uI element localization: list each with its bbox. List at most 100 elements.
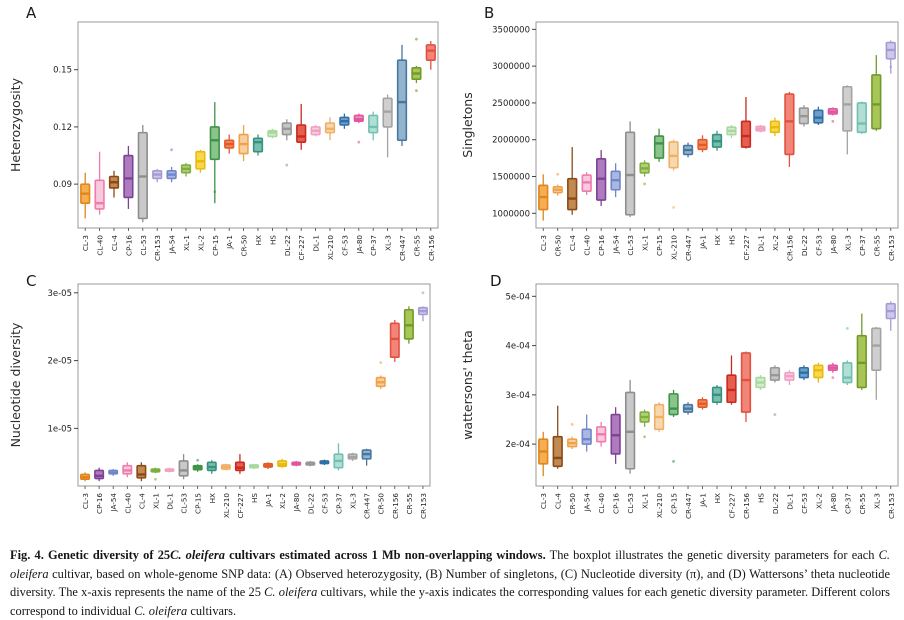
- boxplot-box-HS: HS: [755, 375, 766, 503]
- x-tick-label: CP-16: [597, 235, 606, 256]
- boxplot-box-CR-50: CR-50: [238, 125, 249, 256]
- boxplot-box-CF-53: CF-53: [798, 365, 810, 514]
- x-tick-label: XL-2: [278, 493, 287, 509]
- x-tick-label: CP-16: [612, 493, 621, 514]
- x-tick-label: XL-3: [384, 235, 393, 251]
- outlier-point: [773, 413, 777, 416]
- y-tick-label: 0.15: [53, 66, 72, 76]
- boxplot-box-HS: HS: [248, 464, 260, 503]
- boxplot-box-CR-447: CR-447: [682, 402, 694, 519]
- boxplot-box-CP-15: CP-15: [668, 389, 679, 514]
- x-tick-label: CR-447: [398, 235, 407, 261]
- panel-letter: A: [26, 4, 37, 22]
- x-tick-label: HX: [254, 235, 263, 245]
- boxplot-box-CL-53: CL-53: [178, 454, 189, 514]
- boxplot-box-CL-53: CL-53: [137, 125, 148, 256]
- boxplot-box-CR-50: CR-50: [375, 361, 386, 514]
- boxplot-box-JA-1: JA-1: [697, 397, 708, 508]
- x-tick-label: CL-3: [81, 235, 90, 251]
- x-tick-label: DL-1: [785, 493, 794, 510]
- x-tick-label: JA-54: [583, 493, 592, 513]
- caption-segment: cultivars estimated across 1 Mb non-over…: [224, 548, 546, 562]
- boxplot-box-CL-40: CL-40: [122, 462, 133, 514]
- boxplot-box-XL-2: XL-2: [277, 458, 288, 509]
- x-tick-label: HS: [268, 235, 277, 245]
- boxplot-box-CR-153: CR-153: [885, 40, 896, 261]
- boxplot-box-XL-1: XL-1: [639, 160, 650, 251]
- figure-caption: Fig. 4. Genetic diversity of 25C. oleife…: [0, 538, 904, 620]
- caption-segment: Fig. 4.: [10, 548, 49, 562]
- outlier-point: [415, 37, 418, 41]
- boxplot-box-CR-55: CR-55: [871, 55, 882, 256]
- x-tick-label: DL-1: [166, 493, 175, 510]
- y-tick-label: 0.12: [53, 123, 72, 133]
- y-tick-label: 1500000: [492, 173, 530, 183]
- caption-segment: C. oleifera: [134, 603, 188, 618]
- x-tick-label: CR-156: [391, 493, 400, 519]
- boxplot-svg-B: B Singletons 1000000 1500000 2000000 2500000 3…: [460, 4, 899, 261]
- x-tick-label: CR-447: [363, 493, 372, 519]
- boxplot-box-DL-1: DL-1: [310, 125, 321, 252]
- boxplot-box-CF-53: CF-53: [813, 106, 824, 256]
- boxplot-box-JA-80: JA-80: [353, 113, 364, 255]
- x-tick-label: CP-16: [124, 235, 133, 256]
- x-tick-label: CP-37: [369, 235, 378, 256]
- y-tick-label: 0.09: [53, 180, 72, 190]
- caption-segment: C. oleifera: [170, 548, 225, 562]
- boxplot-box-CF-53: CF-53: [339, 113, 350, 256]
- x-tick-label: CR-447: [684, 493, 693, 519]
- x-tick-label: CP-15: [194, 493, 203, 514]
- x-tick-label: CF-53: [814, 235, 823, 256]
- boxplot-box-JA-54: JA-54: [108, 469, 119, 513]
- x-tick-label: XL-3: [872, 493, 881, 509]
- boxplot-box-DL-22: DL-22: [769, 365, 781, 514]
- x-tick-label: JA-54: [168, 235, 177, 255]
- boxplot-box-JA-54: JA-54: [166, 148, 177, 255]
- x-tick-label: XL-1: [182, 235, 191, 251]
- x-tick-label: XL-3: [349, 493, 358, 509]
- x-tick-label: XL-3: [843, 235, 852, 251]
- boxplot-box-XL-3: XL-3: [842, 85, 853, 251]
- y-tick-label: 2e-05: [47, 357, 72, 367]
- x-tick-label: CP-15: [211, 235, 220, 256]
- y-axis: 0.09 0.12 0.15: [53, 66, 78, 190]
- boxplot-box-CF-227: CF-227: [726, 355, 737, 518]
- boxplot-box-CF-227: CF-227: [296, 104, 307, 260]
- x-tick-label: CP-15: [670, 493, 679, 514]
- outlier-point: [421, 291, 425, 295]
- x-tick-label: CR-55: [412, 235, 421, 256]
- boxplot-box-JA-54: JA-54: [581, 414, 592, 513]
- x-tick-label: CL-53: [626, 493, 635, 514]
- x-tick-label: DL-22: [800, 235, 809, 256]
- boxplot-box-XL-210: XL-210: [220, 463, 231, 518]
- x-tick-label: CF-227: [236, 493, 245, 518]
- x-tick-label: CR-153: [887, 493, 896, 519]
- x-tick-label: DL-22: [306, 493, 315, 514]
- outlier-point: [154, 477, 157, 481]
- outlier-point: [415, 89, 418, 93]
- caption-segment: The boxplot illustrates the genetic dive…: [545, 548, 879, 562]
- x-tick-label: CL-40: [123, 493, 132, 514]
- y-tick-label: 1e-05: [47, 424, 72, 434]
- boxplot-box-DL-22: DL-22: [305, 460, 316, 514]
- x-tick-label: HX: [713, 493, 722, 503]
- boxplot-box-XL-1: XL-1: [180, 163, 192, 251]
- x-tick-label: JA-80: [292, 493, 301, 513]
- x-tick-label: CL-3: [539, 235, 548, 251]
- boxplot-box-CR-156: CR-156: [784, 91, 795, 261]
- caption-segment: cultivars.: [187, 603, 237, 618]
- boxplot-box-CP-37: CP-37: [368, 111, 379, 256]
- x-tick-label: HS: [727, 235, 736, 245]
- x-tick-label: CR-156: [742, 493, 751, 519]
- panel-B: B Singletons 1000000 1500000 2000000 2500000 3…: [452, 0, 904, 270]
- y-tick-label: 5e-04: [505, 292, 530, 302]
- boxplot-box-XL-3: XL-3: [871, 326, 882, 509]
- boxplot-box-JA-54: JA-54: [610, 163, 621, 255]
- boxplot-box-XL-2: XL-2: [813, 362, 824, 509]
- boxplot-box-HS: HS: [267, 128, 278, 245]
- boxplot-box-DL-1: DL-1: [164, 467, 175, 510]
- outlier-point: [643, 435, 646, 439]
- outlier-point: [170, 148, 174, 152]
